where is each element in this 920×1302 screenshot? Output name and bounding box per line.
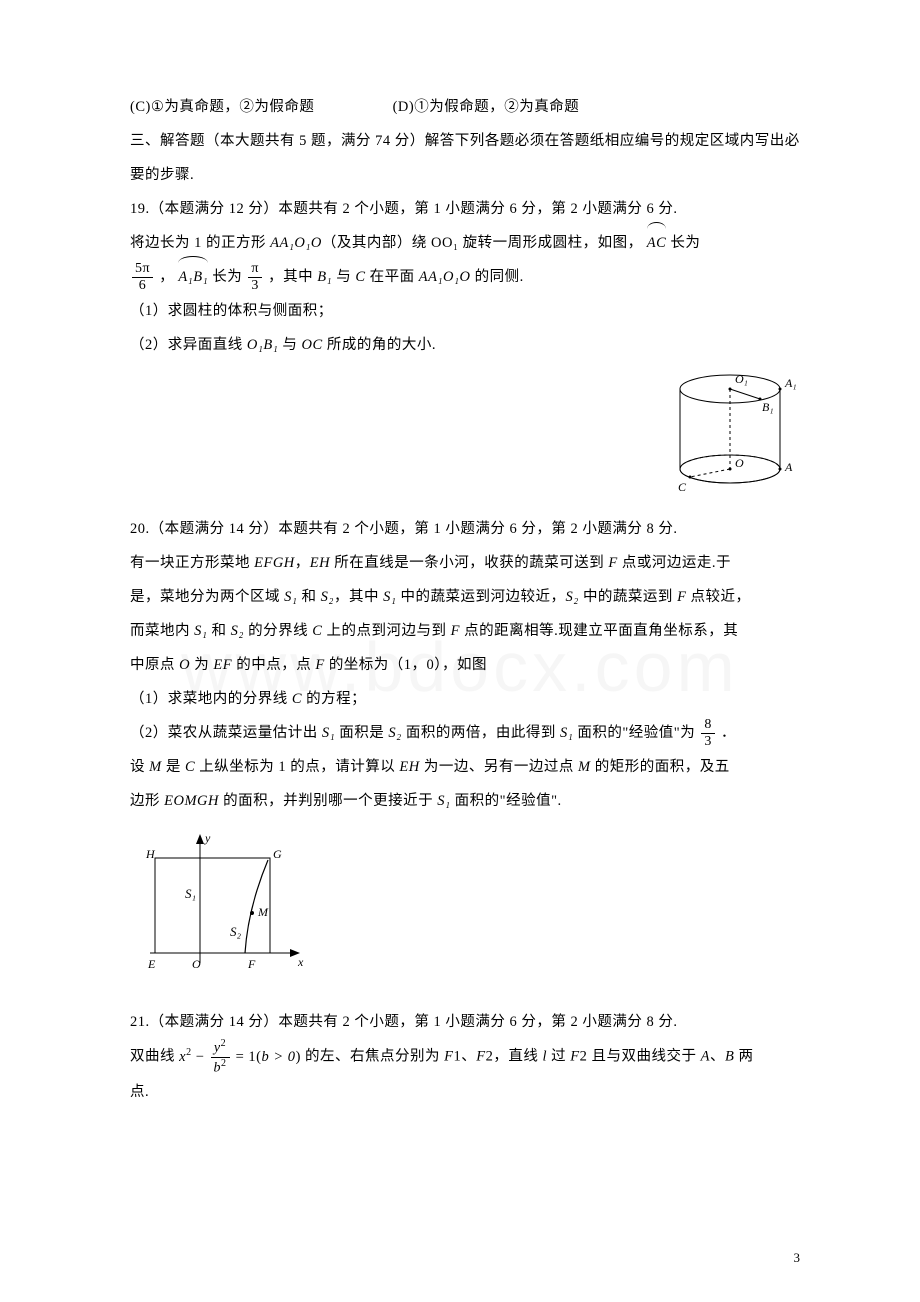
q20-l1: 有一块正方形菜地 EFGH，EH 所在直线是一条小河，收获的蔬菜可送到 F 点或… — [130, 546, 800, 580]
q19-header: 19.（本题满分 12 分）本题共有 2 个小题，第 1 小题满分 6 分，第 … — [130, 192, 800, 226]
q19-part1: （1）求圆柱的体积与侧面积； — [130, 294, 800, 328]
svg-text:C: C — [678, 480, 687, 494]
hyperbola-eq: x2 − y2b2 = 1(b > 0) — [179, 1049, 305, 1065]
page: www.bdocx.com (C)①为真命题，②为假命题 (D)①为假命题，②为… — [0, 0, 920, 1302]
svg-text:S₂: S₂ — [230, 924, 242, 939]
figure-square: y x H G S₁ M S₂ E O F — [130, 828, 800, 993]
q20-part1: （1）求菜地内的分界线 C 的方程； — [130, 682, 800, 716]
svg-text:F: F — [247, 957, 256, 971]
opt-d: (D)①为假命题，②为真命题 — [393, 99, 580, 115]
svg-text:y: y — [204, 831, 211, 845]
svg-text:E: E — [147, 957, 156, 971]
q18-options: (C)①为真命题，②为假命题 (D)①为假命题，②为真命题 — [130, 90, 800, 124]
svg-text:O: O — [735, 456, 744, 470]
svg-text:H: H — [145, 847, 156, 861]
q20-l4: 中原点 O 为 EF 的中点，点 F 的坐标为（1，0），如图 — [130, 648, 800, 682]
q20-l2: 是，菜地分为两个区域 S₁ 和 S₂，其中 S₁ 中的蔬菜运到河边较近，S₂ 中… — [130, 580, 800, 614]
q20-l3: 而菜地内 S₁ 和 S₂ 的分界线 C 上的点到河边与到 F 点的距离相等.现建… — [130, 614, 800, 648]
q21-l2: 点. — [130, 1075, 800, 1109]
q20-part2-l1: （2）菜农从蔬菜运量估计出 S₁ 面积是 S₂ 面积的两倍，由此得到 S₁ 面积… — [130, 716, 800, 750]
svg-text:S₁: S₁ — [185, 886, 196, 901]
svg-text:O: O — [192, 957, 201, 971]
svg-text:B₁: B₁ — [762, 400, 774, 414]
arc-ac: AC — [647, 226, 667, 260]
opt-c: (C)①为真命题，②为假命题 — [130, 99, 314, 115]
q19-body-1: 将边长为 1 的正方形 AA₁O₁O（及其内部）绕 OO₁ 旋转一周形成圆柱，如… — [130, 226, 800, 260]
q20-part2-l2: 设 M 是 C 上纵坐标为 1 的点，请计算以 EH 为一边、另有一边过点 M … — [130, 750, 800, 784]
page-number: 3 — [794, 1250, 801, 1266]
q20-part2-l3: 边形 EOMGH 的面积，并判别哪一个更接近于 S₁ 面积的"经验值". — [130, 784, 800, 818]
square-name: AA₁O₁O — [270, 235, 322, 251]
q20-header: 20.（本题满分 14 分）本题共有 2 个小题，第 1 小题满分 6 分，第 … — [130, 512, 800, 546]
q21-l1: 双曲线 x2 − y2b2 = 1(b > 0) 的左、右焦点分别为 F1、F2… — [130, 1039, 800, 1075]
section3-header: 三、解答题（本大题共有 5 题，满分 74 分）解答下列各题必须在答题纸相应编号… — [130, 124, 800, 192]
svg-text:O₁: O₁ — [735, 372, 748, 386]
q19-body-2: 5π6 ， A₁B₁ 长为 π3 ，其中 B₁ 与 C 在平面 AA₁O₁O 的… — [130, 260, 800, 294]
svg-text:G: G — [273, 847, 282, 861]
figure-cylinder: O₁ A₁ B₁ O A C — [650, 369, 800, 504]
arc-a1b1: A₁B₁ — [178, 260, 208, 294]
svg-text:A: A — [784, 460, 793, 474]
svg-text:A₁: A₁ — [784, 376, 797, 390]
svg-text:M: M — [257, 905, 269, 919]
frac-8-3: 83 — [701, 718, 715, 749]
q19-part2: （2）求异面直线 O₁B₁ 与 OC 所成的角的大小. — [130, 328, 800, 362]
frac-5pi6: 5π6 — [132, 262, 153, 293]
frac-pi3: π3 — [248, 262, 262, 293]
q21-header: 21.（本题满分 14 分）本题共有 2 个小题，第 1 小题满分 6 分，第 … — [130, 1005, 800, 1039]
svg-text:x: x — [297, 955, 304, 969]
